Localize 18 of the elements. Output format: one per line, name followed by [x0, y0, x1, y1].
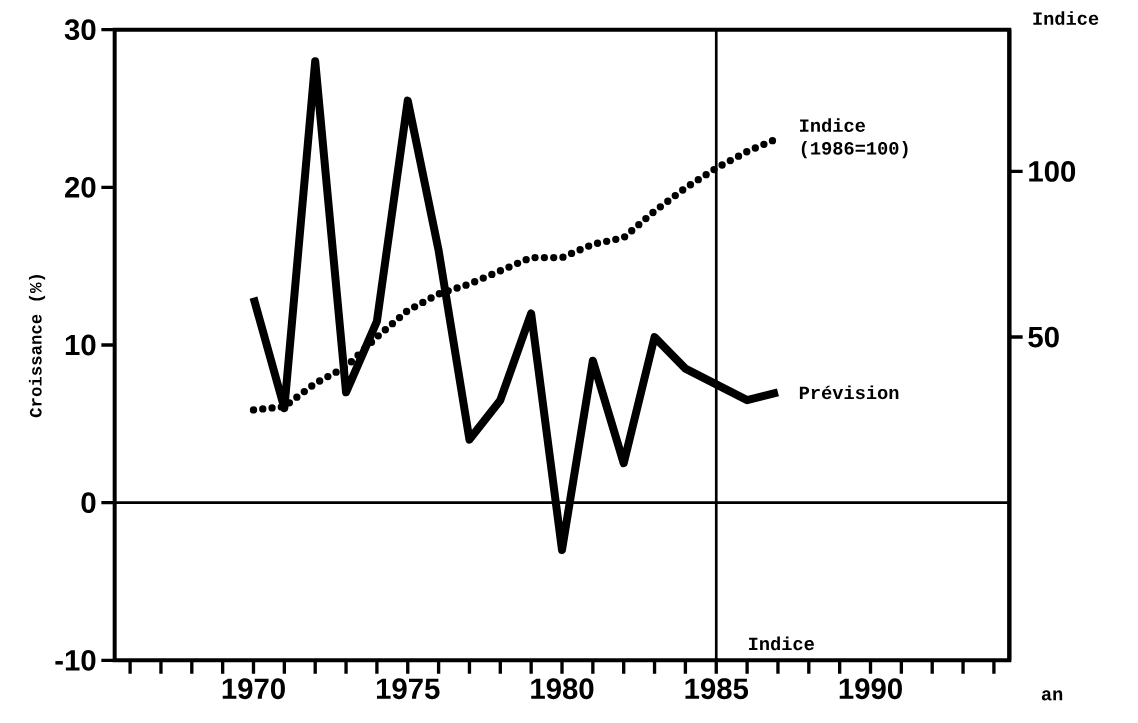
series-label: Prévision: [799, 385, 899, 400]
y-tick-label: 0: [81, 492, 96, 514]
series-label: Indice (1986=100): [800, 118, 908, 159]
x-tick-label: 1975: [376, 678, 440, 700]
x-tick-label: 1985: [685, 678, 749, 700]
ref-line-label: Indice: [749, 636, 814, 651]
x-tick-label: 1980: [531, 678, 594, 700]
y-axis-title: Croissance (%): [28, 275, 46, 418]
y2-tick-label: 50: [1028, 326, 1059, 348]
x-tick-label: 1990: [839, 678, 902, 700]
y-tick-label: 30: [64, 19, 96, 41]
y-tick-label: -10: [55, 649, 96, 671]
y-tick-label: 20: [65, 176, 96, 198]
y-tick-label: 10: [65, 334, 96, 356]
y2-tick-label: 100: [1029, 161, 1076, 182]
x-tick-label: 1970: [222, 678, 285, 700]
y2-axis-title: Indice: [1033, 11, 1099, 25]
x-axis-title: an: [1041, 690, 1063, 701]
